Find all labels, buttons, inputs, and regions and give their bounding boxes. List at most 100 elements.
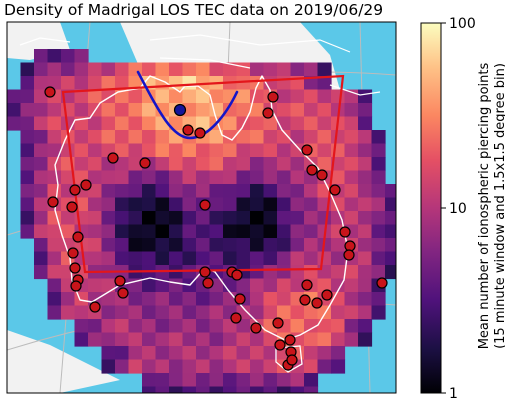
- density-cell: [263, 116, 278, 131]
- density-cell: [155, 170, 170, 185]
- station-marker: [339, 226, 351, 238]
- density-cell: [20, 170, 35, 185]
- density-cell: [223, 251, 238, 266]
- density-cell: [101, 170, 116, 185]
- density-cell: [277, 103, 292, 118]
- density-cell: [344, 130, 359, 145]
- density-cell: [155, 332, 170, 347]
- density-cell: [47, 143, 62, 158]
- density-cell: [101, 130, 116, 145]
- density-cell: [317, 319, 332, 334]
- density-cell: [236, 184, 251, 199]
- density-cell: [115, 103, 130, 118]
- density-cell: [142, 211, 157, 226]
- density-cell: [155, 292, 170, 307]
- density-cell: [290, 278, 305, 293]
- density-cell: [88, 116, 103, 131]
- density-cell: [142, 197, 157, 212]
- density-cell: [371, 292, 386, 307]
- density-cell: [128, 238, 143, 253]
- density-cell: [317, 332, 332, 347]
- density-cell: [358, 265, 373, 280]
- density-cell: [155, 197, 170, 212]
- density-cell: [236, 197, 251, 212]
- density-cell: [47, 251, 62, 266]
- density-cell: [128, 130, 143, 145]
- density-cell: [250, 116, 265, 131]
- density-cell: [142, 116, 157, 131]
- density-cell: [128, 197, 143, 212]
- density-cell: [142, 305, 157, 320]
- density-cell: [250, 386, 265, 393]
- density-cell: [290, 224, 305, 239]
- density-cell: [155, 238, 170, 253]
- density-cell: [182, 359, 197, 374]
- density-cell: [371, 157, 386, 172]
- density-cell: [317, 76, 332, 91]
- density-cell: [277, 184, 292, 199]
- density-cell: [88, 157, 103, 172]
- density-cell: [142, 359, 157, 374]
- density-cell: [223, 211, 238, 226]
- density-cell: [304, 373, 319, 388]
- density-cell: [236, 346, 251, 361]
- density-cell: [74, 332, 89, 347]
- density-cell: [182, 332, 197, 347]
- density-cell: [115, 89, 130, 104]
- density-cell: [331, 305, 346, 320]
- density-cell: [128, 143, 143, 158]
- density-cell: [263, 62, 278, 77]
- density-cell: [209, 373, 224, 388]
- density-cell: [236, 211, 251, 226]
- density-cell: [209, 143, 224, 158]
- density-cell: [142, 238, 157, 253]
- density-cell: [358, 319, 373, 334]
- station-marker: [343, 249, 355, 261]
- density-cell: [236, 143, 251, 158]
- density-cell: [385, 197, 396, 212]
- density-cell: [290, 116, 305, 131]
- station-marker: [284, 334, 296, 346]
- density-cell: [358, 184, 373, 199]
- density-cell: [209, 332, 224, 347]
- density-cell: [169, 251, 184, 266]
- density-cell: [371, 130, 386, 145]
- density-cell: [358, 238, 373, 253]
- density-cell: [223, 238, 238, 253]
- density-cell: [155, 305, 170, 320]
- density-cell: [358, 116, 373, 131]
- density-cell: [61, 292, 76, 307]
- density-cell: [101, 197, 116, 212]
- colorbar-label: Mean number of ionospheric piercing poin…: [477, 41, 505, 371]
- density-cell: [74, 103, 89, 118]
- density-cell: [209, 386, 224, 393]
- density-cell: [115, 116, 130, 131]
- density-cell: [371, 143, 386, 158]
- density-cell: [209, 89, 224, 104]
- density-cell: [47, 238, 62, 253]
- density-cell: [182, 157, 197, 172]
- density-cell: [142, 170, 157, 185]
- density-cell: [169, 157, 184, 172]
- density-cell: [371, 224, 386, 239]
- density-cell: [358, 332, 373, 347]
- density-cell: [155, 130, 170, 145]
- density-cell: [34, 211, 49, 226]
- station-marker: [199, 199, 211, 211]
- density-cell: [223, 359, 238, 374]
- density-cell: [263, 386, 278, 393]
- density-cell: [263, 278, 278, 293]
- density-cell: [223, 386, 238, 393]
- density-cell: [223, 224, 238, 239]
- density-cell: [88, 224, 103, 239]
- density-cell: [250, 278, 265, 293]
- density-cell: [209, 157, 224, 172]
- density-cell: [155, 157, 170, 172]
- station-marker: [272, 317, 284, 329]
- density-cell: [263, 170, 278, 185]
- density-cell: [277, 224, 292, 239]
- density-cell: [196, 157, 211, 172]
- density-cell: [371, 251, 386, 266]
- density-cell: [128, 319, 143, 334]
